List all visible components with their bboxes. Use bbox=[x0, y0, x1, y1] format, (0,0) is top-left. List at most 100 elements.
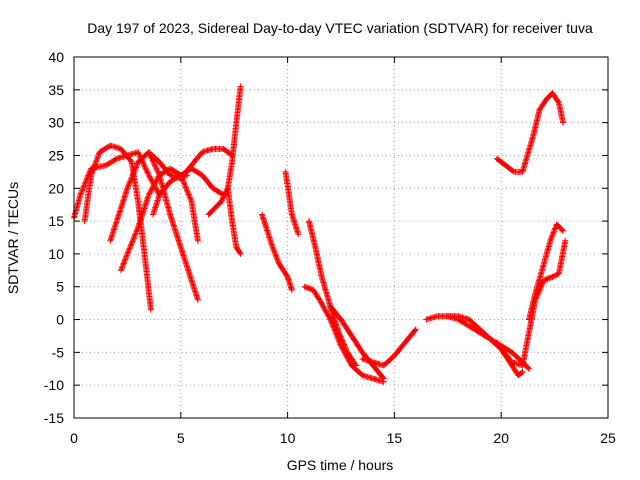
data-point bbox=[237, 250, 244, 257]
data-point bbox=[147, 151, 153, 158]
data-point bbox=[324, 311, 331, 318]
data-point bbox=[339, 345, 346, 352]
y-tick-label: 10 bbox=[48, 246, 64, 262]
data-point bbox=[131, 234, 138, 241]
grid bbox=[74, 57, 608, 418]
data-point bbox=[121, 257, 128, 264]
data-point bbox=[136, 151, 143, 158]
data-point bbox=[127, 157, 134, 164]
data-point bbox=[555, 98, 562, 105]
data-point bbox=[128, 175, 135, 182]
data-point bbox=[237, 83, 244, 90]
data-point bbox=[323, 310, 330, 316]
data-points bbox=[71, 83, 569, 385]
data-point bbox=[332, 330, 339, 337]
data-point bbox=[183, 186, 190, 192]
data-point bbox=[328, 319, 335, 326]
data-point bbox=[79, 187, 86, 194]
data-point bbox=[147, 176, 154, 183]
data-point bbox=[318, 299, 325, 306]
data-point bbox=[327, 316, 334, 323]
data-point bbox=[148, 186, 155, 193]
data-point bbox=[145, 170, 152, 177]
data-point bbox=[326, 315, 333, 322]
data-point bbox=[147, 187, 154, 194]
data-point bbox=[325, 313, 332, 320]
data-point bbox=[562, 237, 569, 244]
data-point bbox=[559, 227, 566, 233]
data-point bbox=[270, 247, 277, 254]
data-point bbox=[321, 306, 328, 312]
data-point bbox=[83, 178, 89, 184]
data-point bbox=[120, 261, 127, 268]
data-point bbox=[142, 164, 148, 170]
data-point bbox=[552, 272, 558, 279]
data-point bbox=[519, 369, 526, 376]
data-point bbox=[146, 173, 153, 180]
x-tick-label: 20 bbox=[493, 430, 509, 446]
data-point bbox=[145, 191, 152, 198]
data-point bbox=[143, 166, 150, 173]
data-point bbox=[550, 229, 557, 236]
data-point bbox=[318, 300, 325, 307]
data-point bbox=[127, 244, 134, 250]
data-point bbox=[218, 198, 225, 205]
data-point bbox=[140, 161, 147, 168]
x-axis-label: GPS time / hours bbox=[287, 457, 394, 473]
data-point bbox=[525, 364, 532, 371]
data-point bbox=[140, 160, 147, 166]
data-point bbox=[221, 191, 228, 198]
data-point bbox=[133, 228, 140, 235]
data-point bbox=[539, 279, 546, 286]
data-point bbox=[147, 174, 154, 181]
data-point bbox=[80, 184, 87, 191]
data-point bbox=[151, 181, 158, 188]
data-point bbox=[125, 248, 132, 255]
data-point bbox=[131, 167, 138, 174]
data-point bbox=[181, 181, 188, 188]
data-point bbox=[132, 230, 139, 237]
series-arc-19 bbox=[493, 90, 567, 175]
data-point bbox=[131, 168, 138, 175]
data-point bbox=[149, 157, 156, 164]
data-point bbox=[126, 179, 133, 186]
data-point bbox=[219, 195, 226, 202]
data-point bbox=[150, 158, 157, 165]
data-point bbox=[124, 185, 131, 192]
data-point bbox=[550, 273, 557, 280]
data-point bbox=[124, 250, 131, 257]
data-point bbox=[145, 172, 152, 179]
y-tick-label: -5 bbox=[52, 344, 65, 360]
data-point bbox=[150, 160, 157, 166]
data-point bbox=[539, 281, 546, 288]
y-axis-label: SDTVAR / TECUs bbox=[5, 182, 21, 294]
data-point bbox=[548, 233, 555, 240]
data-point bbox=[319, 302, 326, 309]
series-arc-18 bbox=[493, 339, 526, 379]
data-point bbox=[553, 271, 560, 278]
plot-frame bbox=[73, 56, 609, 419]
x-tick-label: 15 bbox=[387, 430, 403, 446]
data-point bbox=[151, 161, 158, 168]
data-point bbox=[329, 320, 335, 327]
axis-ticks: 0 5 10 15 20 25 -15 -10 -5 0 5 10 15 20 25 30 35 40 bbox=[44, 49, 616, 446]
data-point bbox=[338, 344, 345, 351]
data-point bbox=[337, 341, 344, 348]
y-tick-label: 20 bbox=[48, 180, 64, 196]
data-point bbox=[84, 173, 91, 180]
data-point bbox=[345, 355, 352, 362]
data-point bbox=[341, 349, 348, 356]
data-point bbox=[78, 189, 85, 196]
data-point bbox=[152, 180, 159, 186]
series-arc-9 bbox=[224, 185, 244, 257]
data-point bbox=[330, 323, 337, 330]
data-point bbox=[132, 164, 139, 171]
series-arc-10 bbox=[259, 211, 295, 294]
data-point bbox=[186, 192, 193, 199]
series-arc-21 bbox=[526, 221, 567, 323]
data-point bbox=[86, 169, 93, 176]
data-point bbox=[128, 174, 135, 181]
data-point bbox=[146, 150, 153, 157]
data-point bbox=[560, 119, 567, 126]
